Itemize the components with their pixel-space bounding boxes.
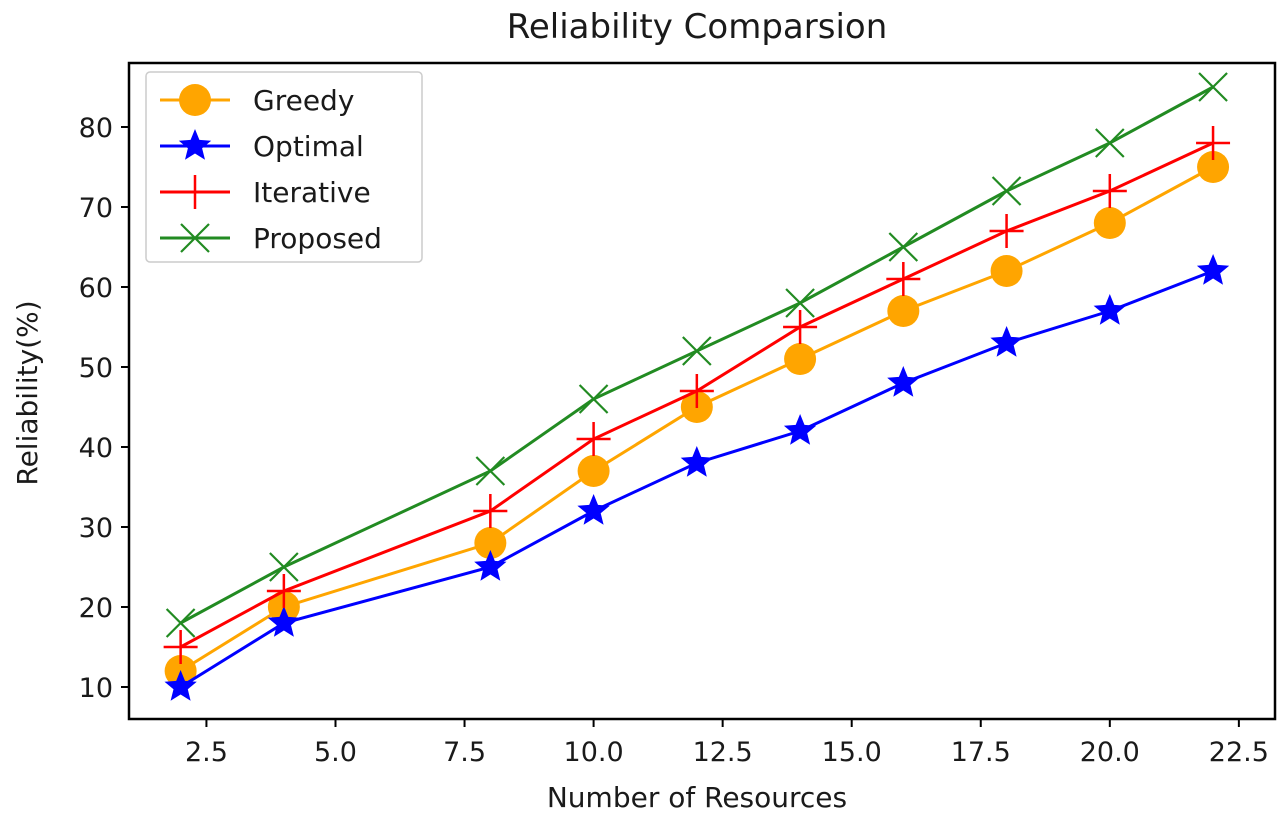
x-tick-label: 5.0 (314, 737, 357, 768)
series-greedy (164, 151, 1230, 687)
legend-entry-iterative: Iterative (160, 175, 371, 209)
legend-marker-greedy (179, 84, 211, 116)
legend: Greedy Optimal Iterative Proposed (145, 71, 423, 263)
x-tick-label: 7.5 (443, 737, 486, 768)
legend-label-greedy: Greedy (253, 84, 354, 117)
data-point-optimal (680, 446, 713, 477)
series-line-greedy (179, 165, 1214, 673)
data-point-greedy (577, 455, 610, 487)
x-axis: 2.5 5.0 7.5 10.0 12.5 15.0 17.5 20.0 22.5 (185, 719, 1269, 768)
series-iterative (163, 126, 1231, 664)
y-axis: 10 20 30 40 50 60 70 80 (79, 113, 129, 704)
data-point-iterative (266, 574, 301, 608)
data-point-greedy (1197, 151, 1230, 183)
chart-title: Reliability Comparsion (507, 7, 888, 47)
data-point-proposed (269, 552, 299, 582)
data-point-greedy (990, 255, 1023, 287)
data-point-iterative (1196, 126, 1231, 160)
legend-entry-greedy: Greedy (160, 84, 354, 117)
data-point-proposed (1198, 72, 1228, 102)
data-point-iterative (163, 630, 198, 664)
data-point-optimal (783, 414, 817, 445)
data-point-greedy (1093, 207, 1126, 239)
data-point-optimal (1093, 294, 1126, 325)
data-point-optimal (1196, 254, 1230, 285)
series-layer (163, 72, 1231, 701)
data-point-iterative (473, 494, 508, 528)
data-point-iterative (783, 310, 818, 344)
data-point-proposed (1095, 128, 1125, 158)
legend-entry-optimal: Optimal (160, 129, 364, 163)
series-proposed (165, 72, 1228, 638)
data-point-proposed (578, 384, 609, 414)
legend-entry-proposed: Proposed (160, 222, 382, 255)
legend-box (145, 71, 423, 263)
x-tick-label: 22.5 (1209, 737, 1269, 768)
data-point-optimal (577, 494, 610, 525)
data-point-proposed (682, 336, 712, 366)
y-tick-label: 50 (79, 353, 113, 384)
data-point-optimal (267, 606, 300, 637)
data-point-optimal (164, 670, 197, 701)
legend-label-optimal: Optimal (253, 130, 364, 163)
data-point-greedy (887, 295, 920, 327)
x-tick-label: 12.5 (693, 737, 753, 768)
data-point-proposed (991, 176, 1022, 206)
data-point-optimal (887, 366, 920, 397)
x-tick-label: 15.0 (822, 737, 882, 768)
y-tick-label: 20 (79, 593, 113, 624)
x-tick-label: 10.0 (564, 737, 624, 768)
y-tick-label: 70 (79, 193, 113, 224)
data-point-iterative (886, 262, 921, 296)
legend-marker-proposed (180, 223, 210, 253)
x-axis-label: Number of Resources (547, 781, 847, 814)
data-point-greedy (474, 527, 507, 559)
data-point-proposed (475, 456, 506, 486)
x-tick-label: 2.5 (185, 737, 228, 768)
y-tick-label: 30 (79, 513, 113, 544)
data-point-proposed (888, 232, 919, 262)
data-point-proposed (785, 288, 815, 318)
legend-label-iterative: Iterative (253, 176, 371, 209)
y-tick-label: 60 (79, 273, 113, 304)
data-point-iterative (1092, 174, 1127, 208)
series-line-optimal (179, 269, 1214, 689)
data-point-optimal (990, 326, 1023, 357)
series-optimal (164, 254, 1230, 701)
legend-label-proposed: Proposed (253, 222, 382, 255)
y-tick-label: 10 (79, 673, 113, 704)
x-tick-label: 20.0 (1080, 737, 1140, 768)
legend-marker-optimal (178, 129, 212, 160)
legend-marker-iterative (178, 175, 212, 209)
data-point-optimal (474, 550, 507, 581)
y-tick-label: 40 (79, 433, 113, 464)
series-line-iterative (179, 141, 1214, 649)
data-point-proposed (165, 608, 196, 638)
data-point-iterative (989, 214, 1024, 248)
x-tick-label: 17.5 (951, 737, 1011, 768)
series-line-proposed (179, 85, 1214, 625)
data-point-greedy (784, 343, 817, 375)
y-axis-label: Reliability(%) (11, 300, 44, 485)
data-point-iterative (679, 374, 714, 408)
data-point-iterative (576, 422, 611, 456)
y-tick-label: 80 (79, 113, 113, 144)
